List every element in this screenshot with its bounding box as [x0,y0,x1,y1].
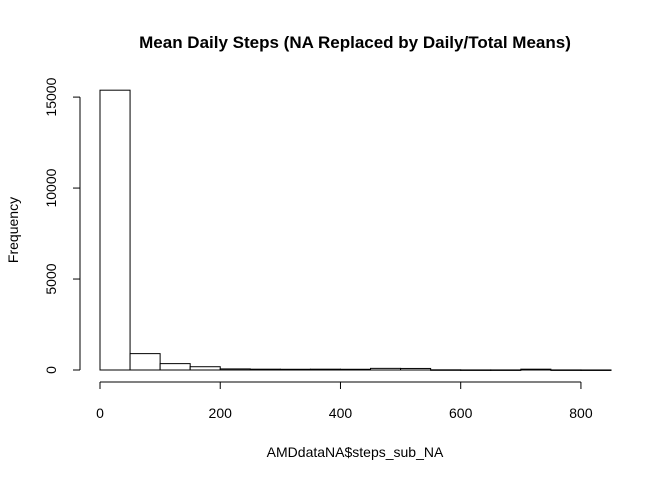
y-tick-label: 10000 [43,168,59,207]
x-axis-ticks: 0 200 400 600 800 [96,382,593,421]
y-axis-label: Frequency [5,197,21,263]
histogram-bar-6 [279,368,311,371]
histogram-bar-1 [129,353,161,371]
x-axis-label: AMDdataNA$steps_sub_NA [267,444,444,460]
histogram-bar-5 [249,368,281,371]
x-tick-label: 400 [329,405,353,421]
histogram-bar-11 [430,369,462,371]
histogram-bar-10 [400,367,432,371]
histogram-bar-13 [490,369,522,371]
histogram-bar-7 [309,368,341,371]
y-tick-label: 0 [43,366,59,374]
x-tick-label: 200 [209,405,233,421]
y-tick-label: 15000 [43,77,59,116]
x-tick-label: 800 [569,405,593,421]
x-axis: 0 200 400 600 800 [96,381,593,421]
histogram-bar-15 [550,369,582,371]
histogram-bar-14 [520,368,552,371]
x-tick-label: 0 [96,405,104,421]
histogram-bar-16 [580,369,612,371]
y-axis: 0 5000 10000 15000 [43,77,81,374]
histogram-bars [99,89,612,371]
histogram-bar-0 [99,89,131,371]
chart-title: Mean Daily Steps (NA Replaced by Daily/T… [139,33,571,52]
histogram-bar-12 [460,369,492,371]
x-tick-label: 600 [449,405,473,421]
y-axis-ticks: 0 5000 10000 15000 [43,77,80,374]
histogram-bar-3 [189,366,221,371]
histogram-bar-2 [159,363,191,371]
histogram-bar-4 [219,368,251,371]
y-tick-label: 5000 [43,263,59,294]
histogram-bar-8 [339,368,372,371]
histogram-bar-9 [370,367,402,371]
